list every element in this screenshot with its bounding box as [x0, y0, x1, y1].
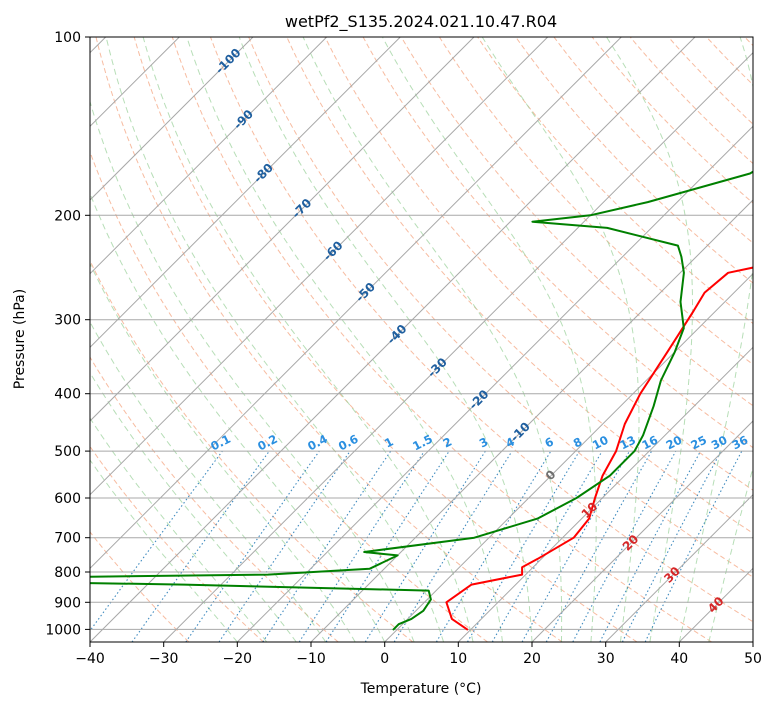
moist-adiabat-line: [90, 459, 238, 642]
x-tick-label: 30: [597, 651, 615, 667]
moist-adiabat-line: [238, 37, 533, 642]
moist-adiabat-line: [90, 262, 356, 642]
isotherm-line: [531, 420, 753, 642]
moist-adiabat-line: [186, 37, 503, 642]
mixing-ratio-line: [131, 450, 270, 642]
dry-adiabat-line: [400, 37, 753, 407]
moist-adiabat-line: [302, 37, 563, 642]
x-axis-title: Temperature (°C): [360, 681, 482, 697]
dry-adiabat-line: [438, 37, 753, 366]
isotherm-line: [90, 37, 549, 496]
dewpoint-line: [90, 170, 753, 631]
plot-frame: [89, 36, 754, 643]
series-layer: [90, 170, 753, 631]
y-tick-label: 600: [54, 491, 81, 507]
y-tick-label: 1000: [45, 622, 81, 638]
x-tick-label: 50: [744, 651, 762, 667]
isotherm-line: [90, 37, 475, 422]
moist-adiabat-line: [90, 321, 327, 642]
mixing-ratio-line: [218, 450, 351, 642]
moist-adiabat-line: [105, 37, 445, 642]
moist-adiabat-line: [708, 465, 753, 642]
y-tick-label: 400: [54, 387, 81, 403]
dry-adiabat-line: [90, 531, 190, 642]
moist-adiabat-line: [481, 37, 640, 642]
y-tick-label: 100: [54, 30, 81, 46]
y-tick-label: 700: [54, 531, 81, 547]
mixing-ratio-label: 16: [639, 433, 660, 453]
isotherm-line: [236, 125, 753, 642]
x-tick-label: −10: [296, 651, 326, 667]
mixing-ratio-line: [521, 450, 630, 642]
mixing-ratio-line: [185, 450, 320, 642]
x-tick-label: 10: [449, 651, 467, 667]
x-tick-label: 40: [670, 651, 688, 667]
x-tick-label: −30: [149, 651, 179, 667]
isotherm-line: [384, 272, 753, 642]
moist-adiabat-line: [606, 37, 693, 642]
dry-adiabat-line: [133, 37, 638, 642]
temperature-line: [445, 266, 753, 631]
background-lines: [90, 37, 753, 642]
axis-ticks: −40 −30 −20 −10 0 10 20 30 40 50 100 200 300 400 500 60…: [45, 30, 762, 667]
moist-adiabat-line: [381, 37, 597, 642]
isotherm-line: [90, 37, 401, 349]
mixing-ratio-line: [364, 450, 486, 642]
moist-adiabat-line: [678, 37, 753, 642]
x-tick-label: −40: [75, 651, 105, 667]
mixing-ratio-line: [90, 450, 223, 632]
mixing-ratio-label: 25: [688, 433, 709, 453]
dry-adiabat-line: [248, 37, 753, 578]
mixing-ratio-line: [325, 450, 450, 642]
dry-adiabat-line: [210, 37, 753, 623]
y-tick-label: 500: [54, 444, 81, 460]
isotherm-line: [90, 37, 696, 642]
mixing-ratio-label: 10: [590, 433, 611, 453]
dry-adiabat-line: [286, 37, 753, 534]
mixing-ratio-label: 20: [664, 433, 685, 453]
mixing-ratio-line: [467, 450, 580, 642]
dry-adiabat-line: [90, 356, 339, 642]
isotherm-line: [163, 51, 753, 642]
x-tick-label: −20: [223, 651, 253, 667]
moist-adiabat-line: [90, 99, 415, 642]
moist-adiabat-line: [90, 192, 386, 642]
dry-adiabat-line: [591, 37, 753, 204]
mixing-ratio-line: [393, 450, 513, 642]
mixing-ratio-label: 30: [709, 433, 730, 453]
plot-area: [90, 37, 753, 642]
mixing-ratio-label: 13: [617, 433, 638, 453]
mixing-ratio-label: 36: [730, 433, 751, 453]
dry-adiabat-line: [553, 37, 753, 244]
mixing-ratio-line: [435, 450, 552, 642]
dry-adiabat-line: [477, 37, 753, 325]
dry-adiabat-line: [324, 37, 753, 491]
x-tick-label: 20: [523, 651, 541, 667]
dry-adiabat-line: [171, 37, 712, 642]
y-tick-label: 200: [54, 208, 81, 224]
y-tick-label: 300: [54, 313, 81, 329]
isotherm-line: [90, 37, 328, 275]
isotherm-line: [605, 493, 753, 642]
chart-title: wetPf2_S135.2024.021.10.47.R04: [285, 12, 557, 32]
mixing-ratio-line: [572, 450, 677, 642]
dry-adiabat-line: [90, 150, 488, 642]
dry-adiabat-line: [90, 259, 414, 642]
isotherm-line: [310, 199, 753, 642]
mixing-ratio-line: [491, 450, 603, 642]
isotherm-line: [90, 37, 254, 201]
moist-adiabat-line: [142, 37, 474, 642]
y-tick-label: 800: [54, 565, 81, 581]
y-tick-label: 900: [54, 595, 81, 611]
x-tick-label: 0: [380, 651, 389, 667]
y-axis-title: Pressure (hPa): [12, 289, 28, 389]
isotherm-line: [457, 346, 753, 642]
isotherm-line: [90, 37, 622, 570]
dry-adiabat-line: [95, 37, 563, 642]
moist-adiabat-line: [90, 417, 268, 642]
